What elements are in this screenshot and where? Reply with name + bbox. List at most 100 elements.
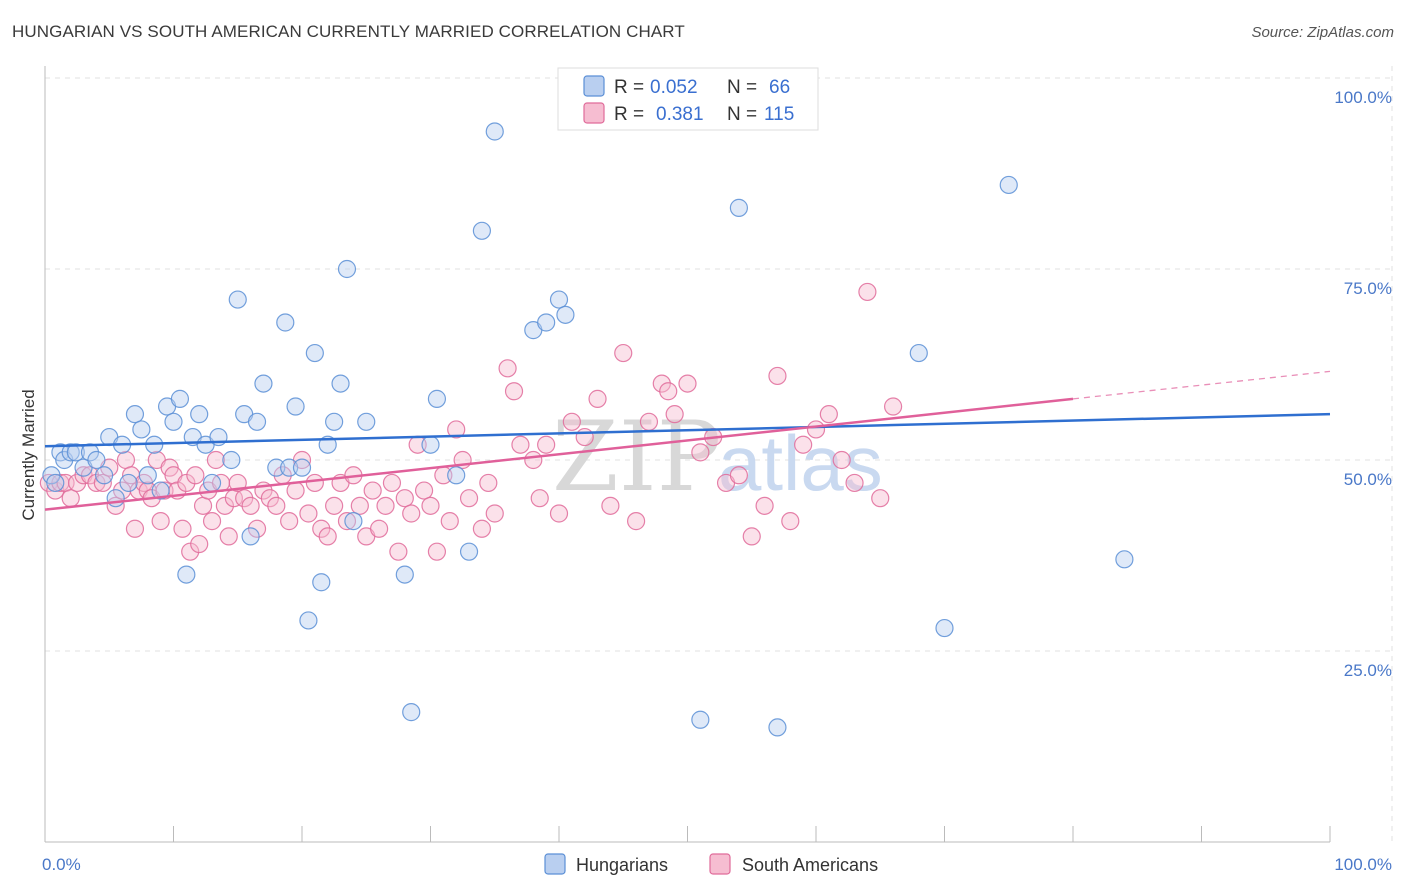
y-tick-label-1: 50.0% — [1344, 470, 1392, 489]
hungarians-point-58 — [549, 290, 569, 309]
south-americans-point-54 — [325, 496, 344, 515]
hungarians-points — [42, 122, 1134, 737]
legend-swatch-hungarians — [583, 75, 605, 97]
south-americans-point-77 — [479, 473, 498, 493]
south-americans-trend-extension — [1072, 370, 1331, 400]
chart-title: HUNGARIAN VS SOUTH AMERICAN CURRENTLY MA… — [12, 22, 685, 41]
hungarians-point-28 — [222, 450, 241, 470]
hungarians-point-5 — [66, 443, 85, 462]
south-americans-point-31 — [193, 496, 213, 515]
x-tick-label-1: 100.0% — [1334, 855, 1392, 874]
legend-n-value-1: 115 — [764, 104, 794, 125]
south-americans-point-45 — [267, 496, 286, 515]
south-americans-point-68 — [414, 481, 434, 500]
hungarians-point-39 — [299, 611, 318, 630]
hungarians-point-33 — [254, 374, 273, 393]
y-tick-label-0: 25.0% — [1344, 661, 1392, 680]
hungarians-point-51 — [427, 389, 447, 408]
hungarians-point-21 — [170, 389, 190, 408]
watermark-atlas: atlas — [718, 419, 883, 507]
south-americans-point-40 — [235, 489, 254, 508]
hungarians-point-44 — [331, 374, 350, 393]
y-tick-label-2: 75.0% — [1344, 279, 1392, 298]
south-americans-point-66 — [402, 504, 421, 523]
hungarians-point-48 — [395, 565, 414, 584]
south-americans-point-95 — [665, 405, 684, 424]
south-americans-point-96 — [678, 374, 697, 393]
south-americans-point-39 — [228, 473, 247, 493]
south-americans-point-15 — [125, 519, 145, 538]
south-americans-point-30 — [190, 534, 209, 554]
hungarians-point-31 — [241, 527, 260, 546]
hungarians-point-11 — [106, 489, 125, 508]
south-americans-point-103 — [768, 366, 787, 386]
south-americans-point-82 — [524, 450, 543, 470]
south-americans-point-86 — [562, 412, 581, 431]
hungarians-point-62 — [768, 718, 787, 737]
south-americans-point-52 — [312, 519, 331, 538]
hungarians-point-14 — [125, 405, 145, 424]
south-americans-point-112 — [883, 397, 903, 416]
south-americans-point-44 — [260, 489, 279, 508]
south-americans-point-70 — [427, 542, 447, 561]
south-americans-point-50 — [299, 504, 318, 523]
south-americans-point-97 — [691, 443, 710, 462]
hungarians-point-61 — [729, 198, 749, 217]
south-americans-point-104 — [781, 512, 800, 531]
hungarians-point-18 — [151, 481, 170, 500]
hungarians-point-49 — [402, 703, 421, 722]
south-americans-point-87 — [575, 427, 594, 447]
hungarians-point-35 — [276, 313, 295, 332]
hungarians-point-16 — [138, 466, 157, 485]
legend: R = 0.052 N = 66 R = 0.381 N = 115 — [557, 67, 819, 131]
south-americans-point-81 — [511, 435, 530, 454]
south-americans-point-73 — [447, 420, 466, 439]
south-americans-point-79 — [498, 359, 517, 378]
south-americans-point-13 — [116, 450, 136, 470]
south-americans-point-91 — [626, 512, 646, 531]
south-americans-point-47 — [280, 512, 299, 531]
south-americans-point-63 — [382, 473, 402, 493]
south-americans-point-72 — [440, 512, 459, 531]
south-americans-point-83 — [530, 489, 549, 508]
south-americans-point-53 — [318, 527, 337, 546]
bottom-legend-swatch-south-americans — [709, 853, 731, 875]
bottom-legend-hungarians: Hungarians — [576, 855, 668, 875]
south-americans-point-21 — [151, 512, 170, 531]
south-americans-point-89 — [601, 496, 620, 515]
hungarians-point-7 — [80, 443, 100, 462]
south-americans-point-61 — [370, 519, 389, 538]
hungarians-point-59 — [556, 305, 575, 324]
south-americans-point-69 — [421, 496, 440, 515]
hungarians-point-37 — [286, 397, 305, 416]
hungarians-point-36 — [280, 458, 299, 477]
south-americans-point-94 — [659, 382, 678, 401]
y-tick-labels: 25.0% 50.0% 75.0% 100.0% — [1334, 88, 1392, 680]
hungarians-point-60 — [691, 710, 710, 729]
south-americans-point-78 — [485, 504, 504, 523]
hungarians-point-40 — [305, 343, 324, 363]
hungarians-point-45 — [337, 259, 357, 279]
south-americans-point-93 — [652, 374, 671, 393]
legend-r-label-0: R = — [614, 77, 644, 98]
south-americans-point-88 — [588, 389, 607, 408]
hungarians-point-15 — [132, 420, 151, 439]
trend-lines — [44, 370, 1331, 511]
hungarians-point-34 — [267, 458, 286, 477]
south-americans-point-64 — [389, 542, 408, 561]
x-tick-labels: 0.0% 100.0% — [42, 855, 1392, 874]
legend-n-label-1: N = — [727, 104, 757, 125]
hungarians-point-41 — [312, 573, 331, 592]
south-americans-point-76 — [472, 519, 491, 538]
south-americans-point-34 — [206, 450, 226, 470]
hungarians-point-8 — [87, 450, 106, 470]
south-americans-point-102 — [755, 496, 774, 515]
legend-n-label-0: N = — [727, 77, 757, 98]
south-americans-point-109 — [845, 473, 864, 493]
south-americans-point-110 — [858, 282, 877, 302]
south-americans-point-85 — [549, 504, 569, 523]
y-axis-label: Currently Married — [19, 389, 38, 520]
south-americans-point-75 — [459, 489, 479, 508]
south-americans-point-84 — [537, 435, 556, 454]
south-americans-point-22 — [155, 481, 174, 500]
